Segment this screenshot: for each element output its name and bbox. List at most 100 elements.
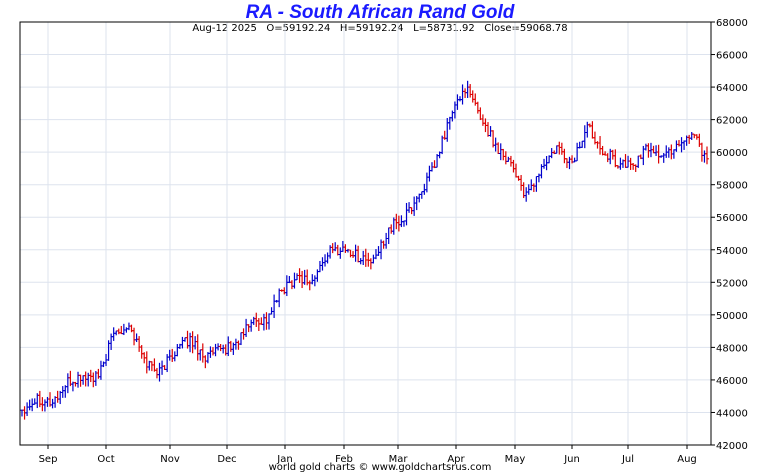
ohlc-bar (549, 148, 554, 159)
ohlc-bar (182, 337, 187, 342)
ohlc-bar (389, 224, 394, 234)
ohlc-bar (40, 397, 45, 412)
ohlc-bar (368, 258, 373, 270)
y-tick-label: 58000 (716, 181, 748, 192)
ohlc-bar (137, 336, 142, 352)
ohlc-bar (674, 140, 679, 152)
ohlc-bar (473, 93, 478, 106)
ohlc-bar (534, 176, 539, 192)
ohlc-bar (292, 272, 297, 289)
ohlc-bar (401, 220, 406, 227)
ohlc-bar (330, 243, 335, 254)
y-tick-label: 68000 (716, 18, 748, 29)
ohlc-bar (289, 280, 294, 290)
ohlc-bars (20, 80, 709, 420)
ohlc-bar (605, 153, 610, 163)
y-tick-label: 64000 (716, 83, 748, 94)
ohlc-bar (27, 399, 32, 411)
x-tick-label: Sep (39, 454, 58, 465)
ohlc-bar (501, 148, 506, 161)
ohlc-bar (116, 328, 121, 335)
ohlc-bar (689, 132, 694, 141)
ohlc-bar (396, 215, 401, 232)
ohlc-bar (203, 355, 208, 369)
ohlc-bar (210, 347, 215, 356)
ohlc-bar (585, 121, 590, 138)
ohlc-bar (175, 343, 180, 357)
x-tick-label: Mar (389, 454, 409, 465)
ohlc-bar (440, 135, 445, 155)
plot-frame (19, 21, 712, 446)
ohlc-bar (671, 149, 676, 159)
ohlc-bar (267, 313, 272, 330)
ohlc-bar (190, 331, 195, 354)
ohlc-bar (371, 254, 376, 264)
ohlc-bar (241, 328, 246, 340)
ohlc-readout: Aug-12 2025 O=59192.24 H=59192.24 L=5873… (0, 23, 760, 34)
ohlc-bar (595, 141, 600, 149)
ohlc-bar (73, 381, 78, 387)
x-tick-label: Oct (97, 454, 114, 465)
ohlc-bar (312, 275, 317, 287)
ohlc-bar (610, 149, 615, 160)
ohlc-bar (55, 390, 60, 403)
ohlc-bar (447, 116, 452, 130)
readout-high: H=59192.24 (339, 23, 404, 34)
ohlc-bar (221, 344, 226, 354)
ohlc-bar (582, 125, 587, 149)
ohlc-bar (358, 258, 363, 265)
ohlc-bar (111, 327, 116, 341)
ohlc-bar (643, 143, 648, 151)
ohlc-bar (567, 156, 572, 170)
readout-low: L=58731.92 (413, 23, 475, 34)
x-tick-label: Aug (677, 454, 697, 465)
ohlc-bar (516, 175, 521, 181)
ohlc-bar (152, 358, 157, 372)
chart-title: RA - South African Rand Gold (245, 2, 515, 23)
ohlc-bar (213, 343, 218, 357)
ohlc-bar (238, 332, 243, 346)
ohlc-bar (361, 250, 366, 266)
ohlc-bar (160, 360, 165, 375)
ohlc-bar (124, 327, 129, 333)
x-tick-label: May (505, 454, 526, 465)
ohlc-bar (519, 175, 524, 191)
ohlc-bar (465, 80, 470, 98)
ohlc-bar (623, 154, 628, 168)
ohlc-bar (486, 122, 491, 137)
ohlc-bar (121, 323, 126, 336)
ohlc-bar (572, 157, 577, 163)
y-tick-label: 66000 (716, 51, 748, 62)
readout-date: Aug-12 2025 (192, 23, 257, 34)
ohlc-bar (687, 134, 692, 144)
ohlc-bar (114, 330, 119, 336)
ohlc-bar (468, 84, 473, 98)
ohlc-bar (200, 343, 205, 363)
ohlc-bar (338, 247, 343, 259)
ohlc-bar (412, 196, 417, 216)
ohlc-bar (353, 244, 358, 262)
ohlc-bar (705, 146, 709, 165)
ohlc-bar (320, 257, 325, 271)
y-tick-label: 62000 (716, 116, 748, 127)
ohlc-bar (366, 252, 371, 267)
readout-close: Close=59068.78 (484, 23, 568, 34)
grid (20, 21, 711, 446)
ohlc-bar (386, 227, 391, 245)
ohlc-bar (134, 333, 139, 343)
ohlc-bar (96, 368, 101, 379)
x-tick-label: Feb (335, 454, 353, 465)
ohlc-bar (246, 324, 251, 333)
ohlc-bar (208, 346, 213, 358)
y-axis: 42000 44000 46000 48000 50000 52000 54000 56000… (711, 18, 748, 452)
x-tick-label: Dec (217, 454, 236, 465)
y-tick-label: 50000 (716, 311, 748, 322)
ohlc-bar (508, 155, 513, 167)
ohlc-bar (661, 152, 666, 163)
ohlc-bar (144, 351, 149, 374)
ohlc-bar (233, 338, 238, 350)
ohlc-bar (631, 163, 636, 170)
ohlc-bar (259, 317, 264, 325)
ohlc-bar (251, 316, 256, 325)
